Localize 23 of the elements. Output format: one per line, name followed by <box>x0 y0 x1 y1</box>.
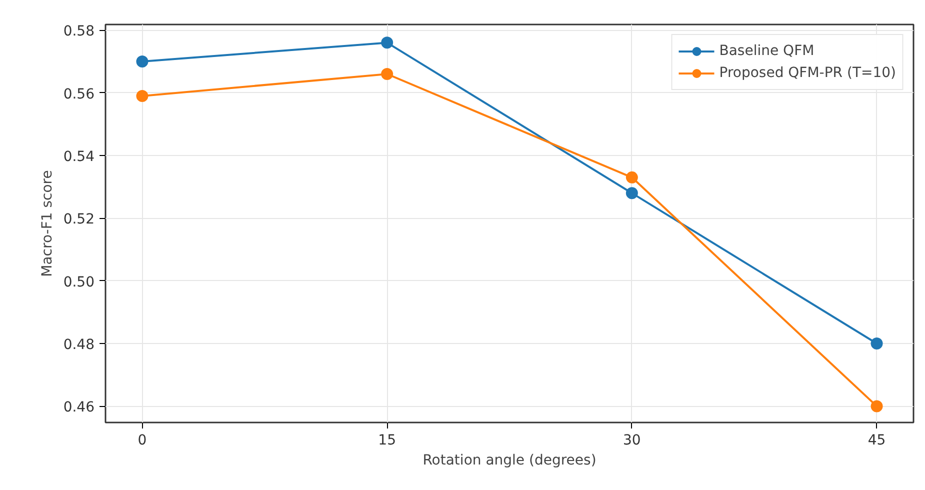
y-tick-label: 0.58 <box>63 24 94 40</box>
y-tick-label: 0.48 <box>63 337 94 354</box>
y-tick-label: 0.52 <box>63 212 94 228</box>
point <box>136 55 148 68</box>
point <box>381 36 394 49</box>
point <box>136 90 148 102</box>
point <box>626 171 638 184</box>
y-tick-label: 0.54 <box>63 148 95 165</box>
x-tick-label: 45 <box>868 432 886 448</box>
y-tick-label: 0.56 <box>63 86 95 102</box>
y-axis-title: Macro-F1 score <box>39 170 56 277</box>
x-tick-label: 30 <box>623 432 641 448</box>
legend-label: Baseline QFM <box>719 43 814 59</box>
x-axis-title: Rotation angle (degrees) <box>422 452 596 468</box>
point <box>626 187 638 200</box>
x-tick-label: 15 <box>378 432 396 448</box>
y-tick-label: 0.50 <box>63 274 94 290</box>
x-tick-label: 0 <box>138 432 147 448</box>
point <box>870 338 883 350</box>
point <box>870 400 883 412</box>
legend-label: Proposed QFM-PR (T=10) <box>719 65 896 81</box>
y-tick-label: 0.46 <box>63 400 95 416</box>
point <box>381 68 394 80</box>
